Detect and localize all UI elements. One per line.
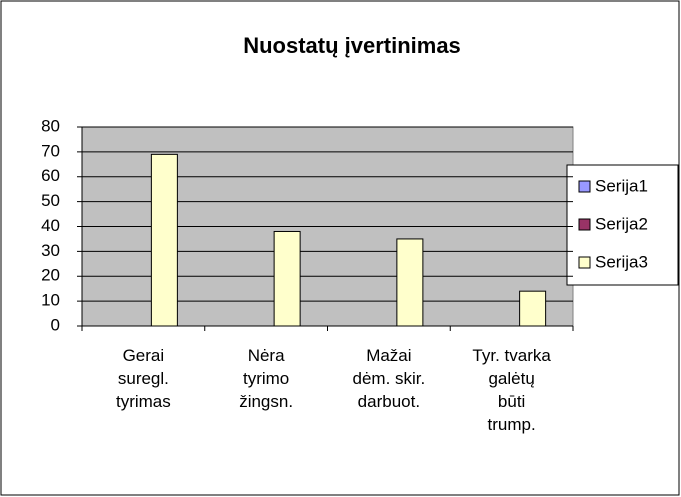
y-tick-label: 80	[41, 116, 60, 135]
legend-swatch	[578, 180, 591, 193]
y-tick-label: 10	[41, 291, 60, 310]
y-tick-label: 30	[41, 241, 60, 260]
legend-label: Serija2	[595, 214, 648, 233]
bar	[396, 238, 424, 327]
y-tick-label: 60	[41, 166, 60, 185]
chart-title: Nuostatų įvertinimas	[243, 33, 461, 58]
legend-swatch	[578, 256, 591, 269]
legend-label: Serija1	[595, 176, 648, 195]
y-tick-label: 20	[41, 266, 60, 285]
legend-label: Serija3	[595, 252, 648, 271]
bar	[150, 153, 178, 327]
x-tick-label: Tyr. tvarka galėtų būti trump.	[472, 346, 551, 434]
x-tick-label: Gerai suregl. tyrimas	[115, 346, 171, 411]
y-tick-label: 70	[41, 141, 60, 160]
y-tick-label: 50	[41, 191, 60, 210]
x-tick-label: Nėra tyrimo žingsn.	[239, 346, 294, 411]
legend-swatch	[578, 218, 591, 231]
y-tick-label: 0	[51, 315, 60, 334]
bar	[519, 290, 547, 327]
bar	[273, 230, 301, 327]
y-tick-label: 40	[41, 216, 60, 235]
x-tick-label: Mažai dėm. skir. darbuot.	[352, 346, 426, 411]
